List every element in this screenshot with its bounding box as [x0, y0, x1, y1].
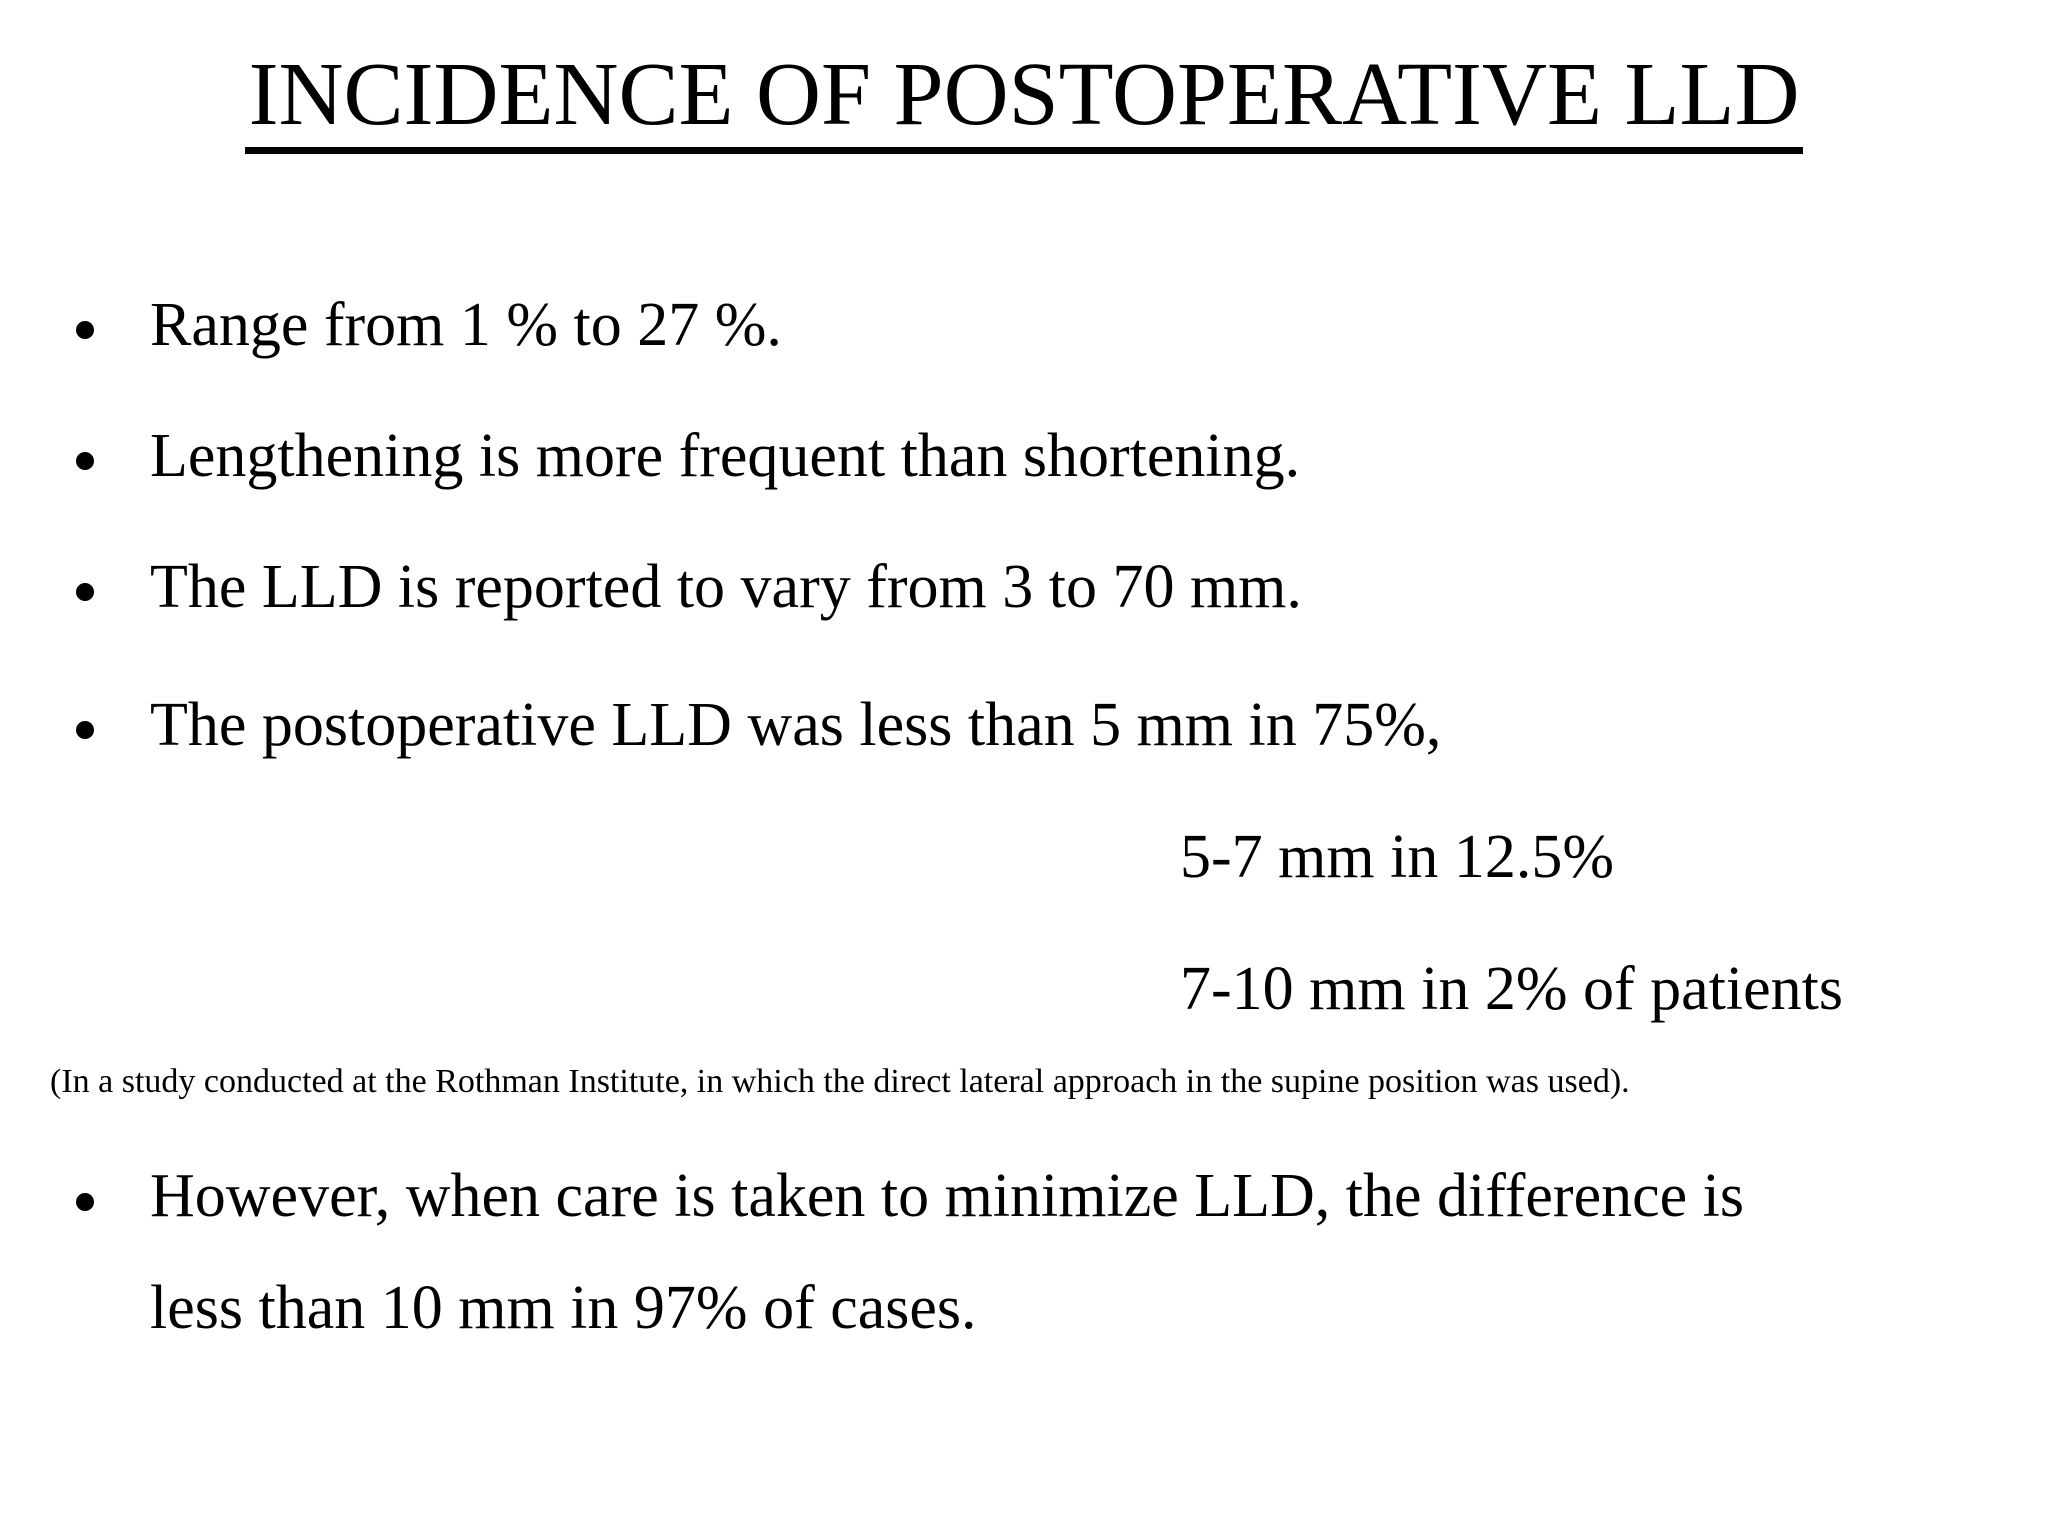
bullet-text: The LLD is reported to vary from 3 to 70…: [150, 553, 1302, 621]
study-note: (In a study conducted at the Rothman Ins…: [50, 1063, 1630, 1100]
bullet-dot: [76, 452, 94, 470]
bullet-item-postop-lld: The postoperative LLD was less than 5 mm…: [72, 688, 2028, 762]
bullet-item-lengthening: Lengthening is more frequent than shorte…: [72, 419, 2028, 493]
bullet-text: The postoperative LLD was less than 5 mm…: [150, 691, 1442, 759]
sub-detail-line-7-10mm: 7-10 mm in 2% of patients: [1180, 955, 1843, 1023]
bullet-dot: [76, 321, 94, 339]
sub-detail-line-5-7mm: 5-7 mm in 12.5%: [1180, 823, 1614, 891]
bullet-text: Range from 1 % to 27 %.: [150, 291, 782, 359]
bullet-text-line-2: less than 10 mm in 97% of cases.: [150, 1274, 977, 1342]
bullet-item-however: However, when care is taken to minimize …: [72, 1140, 2028, 1364]
page-title: INCIDENCE OF POSTOPERATIVE LLD: [0, 50, 2048, 154]
bullet-dot: [76, 583, 94, 601]
bullet-dot: [76, 721, 94, 739]
bullet-dot: [76, 1193, 94, 1211]
bullet-item-lld-range: The LLD is reported to vary from 3 to 70…: [72, 550, 2028, 624]
page-title-text: INCIDENCE OF POSTOPERATIVE LLD: [244, 50, 1804, 154]
bullet-text-line-1: However, when care is taken to minimize …: [150, 1162, 1744, 1230]
bullet-item-range: Range from 1 % to 27 %.: [72, 288, 2028, 362]
bullet-text: Lengthening is more frequent than shorte…: [150, 422, 1301, 490]
